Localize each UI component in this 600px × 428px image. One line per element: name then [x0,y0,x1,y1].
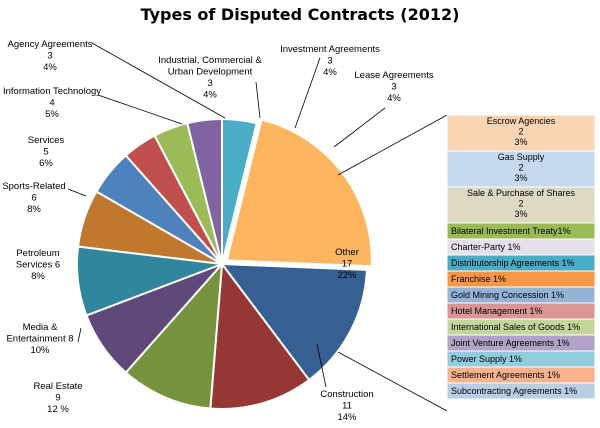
slice-label-petroleum: Petroleum Services 6 8% [16,248,60,282]
breakdown-label-escrow: Escrow Agencies 2 3% [487,116,556,147]
pie-slice-construction [219,262,368,382]
breakdown-label-jv: Joint Venture Agreements 1% [451,338,570,348]
pie-slice-realestate [209,261,311,410]
breakdown-box-escrow [446,114,596,152]
leader-line-sports [67,188,87,197]
breakdown-label-intlsales: International Sales of Goods 1% [451,322,580,332]
slice-label-media: Media & Entertainment 8 10% [6,322,73,356]
pie-slice-investment [186,117,223,265]
slice-label-agency: Agency Agreements 3 4% [7,39,92,73]
other-connector-top [337,114,448,176]
breakdown-label-charter: Charter-Party 1% [451,242,521,252]
slice-label-investment: Investment Agreements 3 4% [280,44,380,78]
other-breakdown-column: Escrow Agencies 2 3% Gas Supply 2 3% Sale & Pu… [446,114,596,400]
breakdown-box-gas [446,150,596,188]
leader-line-investment [294,57,321,129]
slice-label-lease: Lease Agreements 3 4% [354,70,433,104]
breakdown-box-share [446,186,596,224]
slice-label-services: Services 5 6% [28,135,65,169]
slice-label-sports: Sports-Related 6 8% [2,181,65,215]
breakdown-box-subcontract [446,382,596,400]
leader-line-construction [316,343,327,388]
breakdown-label-settlement: Settlement Agreements 1% [451,370,560,380]
breakdown-label-power: Power Supply 1% [451,354,522,364]
pie-slices [76,117,373,410]
breakdown-label-bit: Bilateral Investment Treaty1% [451,226,571,236]
pie-slice-other [225,118,373,268]
slice-label-other: Other 17 22% [335,247,359,281]
chart-title: Types of Disputed Contracts (2012) [141,5,460,24]
breakdown-label-distrib: Distributorship Agreements 1% [451,258,575,268]
breakdown-label-subcontract: Subcontracting Agreements 1% [451,386,577,396]
breakdown-label-share: Sale & Purchase of Shares 2 3% [467,188,576,219]
slice-label-it: Information Technology 4 5% [3,86,101,120]
breakdown-label-gas: Gas Supply 2 3% [498,152,545,183]
slice-label-construction: Construction 11 14% [320,389,373,423]
slice-label-industrial: Industrial, Commercial & Urban Developmen… [158,55,262,101]
slice-labels: Lease Agreements 3 4% Other 17 22% Constructio… [2,39,434,423]
label-leader-lines [67,42,448,412]
slice-label-realestate: Real Estate 9 12 % [33,381,82,415]
leader-line-it [97,94,183,125]
leader-line-agency [91,42,226,119]
breakdown-label-goldmining: Gold Mining Concession 1% [451,290,564,300]
other-connector-bottom [337,351,448,412]
leader-line-industrial [255,81,261,119]
leader-line-lease [333,107,386,148]
breakdown-label-franchise: Franchise 1% [451,274,506,284]
pie-slice-media [124,261,224,410]
leader-line-media [77,327,82,343]
breakdown-label-hotel: Hotel Management 1% [451,306,543,316]
